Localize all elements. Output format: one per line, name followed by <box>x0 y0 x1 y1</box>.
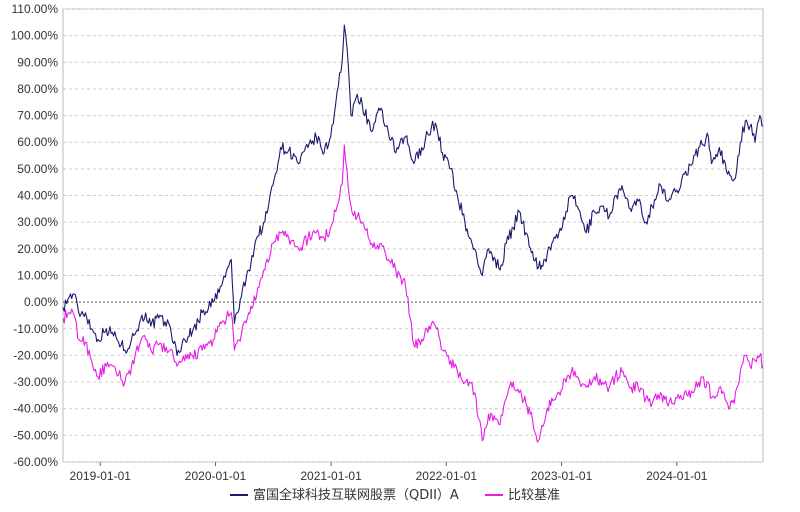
y-tick-label: 90.00% <box>17 55 58 69</box>
y-tick-label: 10.00% <box>17 268 58 282</box>
y-tick-label: 50.00% <box>17 162 58 176</box>
series-line-1 <box>62 144 764 443</box>
x-tick-label: 2019-01-01 <box>70 469 132 483</box>
legend-label-1: 比较基准 <box>508 488 560 503</box>
series-line-0 <box>62 24 764 356</box>
y-tick-label: 100.00% <box>11 29 59 43</box>
y-tick-label: -40.00% <box>13 402 58 416</box>
y-tick-label: 20.00% <box>17 242 58 256</box>
y-tick-label: -10.00% <box>13 322 58 336</box>
y-tick-label: 80.00% <box>17 82 58 96</box>
y-tick-label: 0.00% <box>24 295 58 309</box>
x-tick-label: 2023-01-01 <box>531 469 593 483</box>
series-layer <box>62 24 764 443</box>
x-axis: 2019-01-01 2020-01-01 2021-01-01 2022-01-01… <box>70 462 708 483</box>
legend: 富国全球科技互联网股票（QDII）A 比较基准 <box>230 487 560 503</box>
y-tick-label: -50.00% <box>13 428 58 442</box>
x-tick-label: 2020-01-01 <box>185 469 247 483</box>
y-axis: 110.00% 100.00% 90.00% 80.00% 70.00% 60.00% 50… <box>11 2 59 469</box>
y-tick-label: -30.00% <box>13 375 58 389</box>
y-tick-label: -60.00% <box>13 455 58 469</box>
x-tick-label: 2022-01-01 <box>416 469 478 483</box>
x-tick-label: 2024-01-01 <box>646 469 708 483</box>
y-tick-label: 60.00% <box>17 135 58 149</box>
y-tick-label: -20.00% <box>13 348 58 362</box>
legend-label-0: 富国全球科技互联网股票（QDII）A <box>253 487 459 503</box>
x-tick-label: 2021-01-01 <box>300 469 362 483</box>
y-tick-label: 70.00% <box>17 109 58 123</box>
y-tick-label: 30.00% <box>17 215 58 229</box>
y-tick-label: 40.00% <box>17 189 58 203</box>
y-tick-label: 110.00% <box>12 2 59 16</box>
